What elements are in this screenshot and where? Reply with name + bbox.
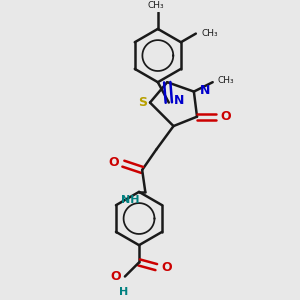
Text: CH₃: CH₃ [202, 29, 218, 38]
Text: O: O [108, 156, 119, 169]
Text: H: H [119, 287, 128, 298]
Text: O: O [161, 261, 172, 274]
Text: N: N [173, 94, 184, 107]
Text: O: O [110, 270, 121, 283]
Text: O: O [220, 110, 231, 123]
Text: CH₃: CH₃ [148, 1, 165, 10]
Text: NH: NH [121, 195, 139, 205]
Text: S: S [139, 96, 148, 109]
Text: CH₃: CH₃ [218, 76, 234, 85]
Text: N: N [200, 83, 210, 97]
